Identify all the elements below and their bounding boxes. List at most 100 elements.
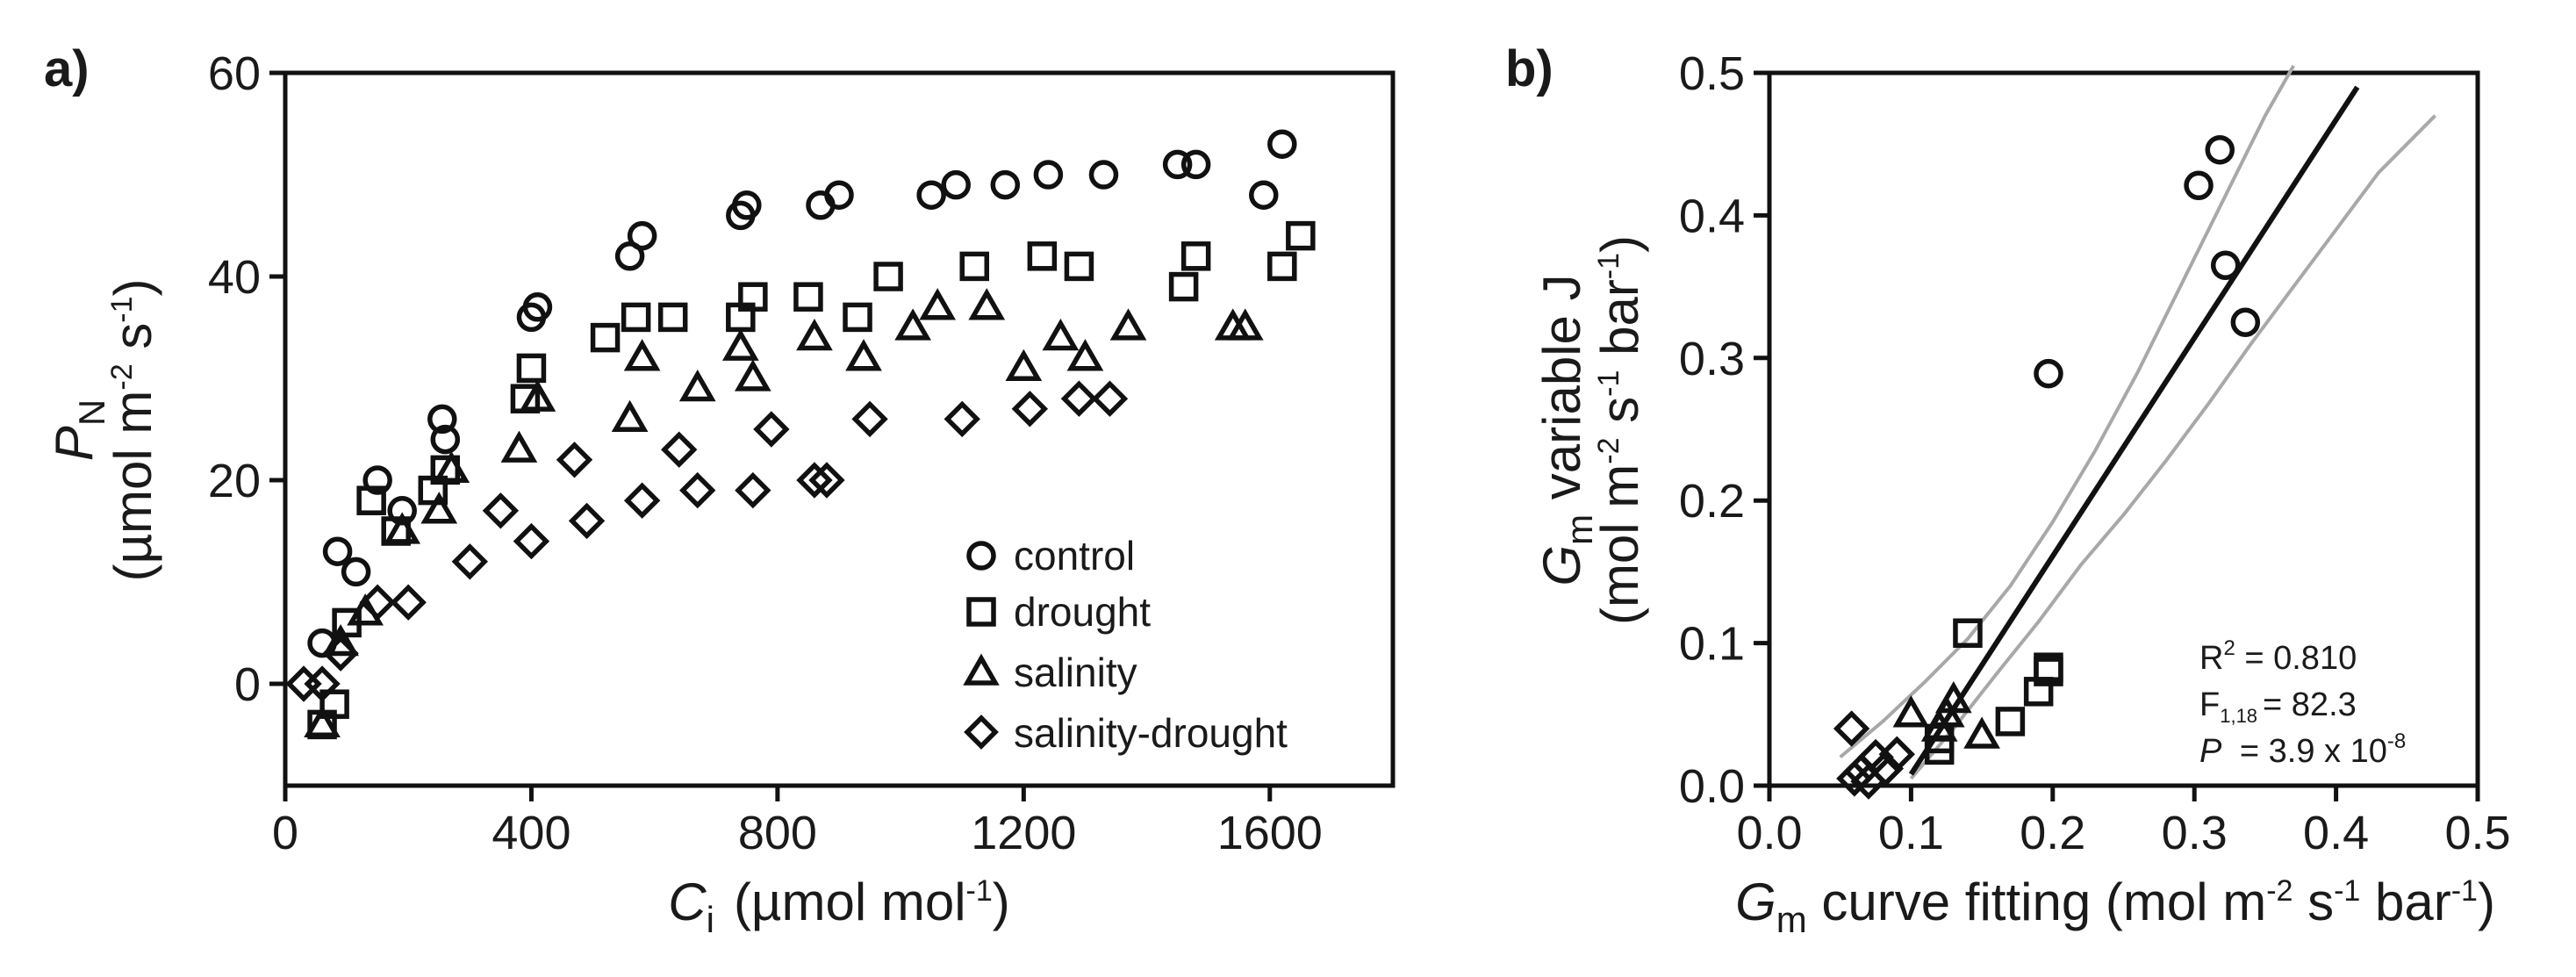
panel-a-point-control — [430, 424, 461, 455]
panel-a-point-control — [522, 292, 553, 322]
panel-a-x-subscript: i — [707, 899, 714, 940]
panel-b-x-label: Gm curve fitting (mol m-2 s-1 bar-1) — [1735, 873, 2495, 940]
panel-a-point-salinity — [734, 359, 771, 392]
panel-b-fit-lines — [1839, 64, 2436, 780]
panel-b-x-close: ) — [2478, 873, 2495, 931]
panel-b-y-tick-label: 0.2 — [1679, 475, 1745, 528]
panel-a-point-control — [1180, 149, 1211, 180]
stats-p-label: P — [2199, 733, 2222, 770]
panel-a-point-salinity-drought — [568, 502, 606, 540]
panel-b-point-drought — [2034, 657, 2063, 686]
panel-a-x-tick-label: 1200 — [971, 807, 1076, 859]
panel-b-stats: R2 = 0.810 F1,18 = 82.3 P = 3.9 x 10-8 — [2199, 636, 2406, 770]
panel-b-label: b) — [1505, 40, 1553, 97]
panel-a-point-salinity-drought — [1091, 380, 1129, 417]
panel-a-point-drought — [1180, 241, 1211, 271]
panel-a-point-salinity-drought — [359, 584, 396, 621]
panel-a-point-salinity-drought — [944, 400, 980, 438]
panel-a-point-salinity — [384, 512, 421, 544]
stats-p-sup: -8 — [2387, 729, 2406, 753]
panel-b-point-control — [2230, 307, 2261, 337]
stats-r2: R2 = 0.810 — [2199, 636, 2357, 677]
panel-a-point-control — [1249, 180, 1279, 210]
panel-b-point-salinity — [1934, 680, 1972, 714]
panel-a-point-salinity-drought — [304, 665, 341, 702]
panel-a-point-salinity — [519, 379, 556, 412]
legend-drought-label: drought — [1014, 589, 1151, 635]
panel-b-y-symbol: G — [1532, 545, 1591, 586]
panel-a-point-control — [1088, 160, 1119, 190]
panel-a-point-salinity-drought — [808, 462, 845, 499]
legend-salinity-drought-marker — [964, 715, 999, 750]
panel-b-x-tick-label: 0.1 — [1878, 807, 1944, 859]
legend-drought-marker — [966, 597, 996, 627]
panel-a-point-salinity — [433, 450, 470, 484]
panel-a-point-control — [1162, 149, 1193, 180]
panel-a-point-control — [322, 536, 353, 566]
panel-a-point-salinity-drought — [390, 584, 427, 621]
panel-a-point-drought — [356, 485, 386, 515]
panel-a-x-label: Ci (µmol mol-1) — [668, 873, 1010, 940]
panel-a-axes: 0 400 800 1200 1600 0 20 40 60 — [208, 47, 1323, 859]
panel-b-point-salinity-drought — [1833, 710, 1870, 747]
panel-a-point-salinity — [322, 623, 359, 657]
panel-a-x-tick-label: 0 — [272, 807, 298, 859]
panel-a-x-symbol: C — [668, 873, 707, 931]
panel-a-y-tick-label: 40 — [208, 251, 261, 304]
panel-b-y-tick-label: 0.3 — [1679, 333, 1745, 385]
panel-a-y-symbol: P — [45, 426, 104, 461]
stats-p: P = 3.9 x 10-8 — [2199, 729, 2406, 770]
panel-b-x-symbol: G — [1735, 873, 1776, 931]
panel-a-x-tick-label: 800 — [738, 807, 817, 859]
panel-b-x-subscript: m — [1776, 899, 1807, 940]
panel-b-point-salinity — [1892, 695, 1930, 728]
panel-a-point-salinity — [796, 318, 833, 351]
panel-a-point-control — [1033, 160, 1064, 190]
panel-b-point-salinity-drought — [1878, 736, 1915, 772]
panel-b-point-control — [2210, 250, 2241, 280]
stats-r2-sup: 2 — [2223, 636, 2235, 660]
panel-a-point-drought — [590, 322, 621, 353]
panel-b-y-tick-label: 0.0 — [1679, 760, 1745, 813]
panel-a-y-unit-sup1: -2 — [105, 363, 139, 390]
panel-a-point-salinity — [500, 430, 538, 463]
panel-a-point-salinity — [721, 328, 759, 361]
panel-a-point-salinity — [611, 399, 649, 433]
panel-a-point-salinity — [1066, 339, 1104, 371]
panel-a-point-control — [990, 169, 1021, 200]
panel-a-point-control — [941, 169, 971, 200]
panel-a-point-salinity — [623, 339, 661, 371]
panel-b-y-label-line1: Gm variable J — [1532, 274, 1600, 585]
stats-f-label: F — [2199, 686, 2220, 723]
panel-a-point-salinity-drought — [679, 471, 716, 509]
panel-a-point-salinity-drought — [623, 482, 661, 519]
stats-f: F1,18 = 82.3 — [2199, 686, 2357, 727]
panel-a-x-unit-close: ) — [993, 873, 1010, 931]
panel-b-y-tick-label: 0.5 — [1679, 47, 1745, 100]
panel-a-x-tick-label: 400 — [492, 807, 570, 859]
panel-b-y-unit-sup3: -1 — [1592, 253, 1625, 279]
panel-a-point-drought — [1286, 220, 1316, 251]
panel-a-point-drought — [959, 251, 989, 282]
stats-f-value: = 82.3 — [2263, 686, 2357, 723]
panel-a-point-control — [916, 180, 946, 210]
panel-a-x-tick-label: 1600 — [1217, 807, 1323, 859]
panel-b-y-text: variable J — [1532, 274, 1591, 514]
legend-control-marker — [966, 541, 996, 571]
panel-a-point-salinity — [1042, 318, 1080, 351]
panel-b-point-salinity — [1963, 716, 2000, 749]
panel-a-y-unit-s: s — [104, 323, 162, 364]
panel-a-point-drought — [319, 689, 349, 719]
panel-a-point-control — [362, 465, 392, 495]
panel-a-point-control — [614, 241, 645, 271]
panel-b-y-label-line2: (mol m-2 s-1 bar-1) — [1590, 235, 1649, 625]
panel-a-point-salinity — [420, 492, 458, 524]
panel-a-point-salinity — [919, 288, 957, 320]
panel-a-point-salinity-drought — [851, 400, 888, 438]
panel-a-y-tick-label: 60 — [208, 47, 261, 100]
panel-b-point-control — [2034, 358, 2063, 389]
panel-b-y-unit-bar: bar — [1590, 279, 1649, 370]
panel-a-point-salinity — [968, 288, 1006, 320]
panel-b-point-drought — [1953, 618, 1983, 648]
